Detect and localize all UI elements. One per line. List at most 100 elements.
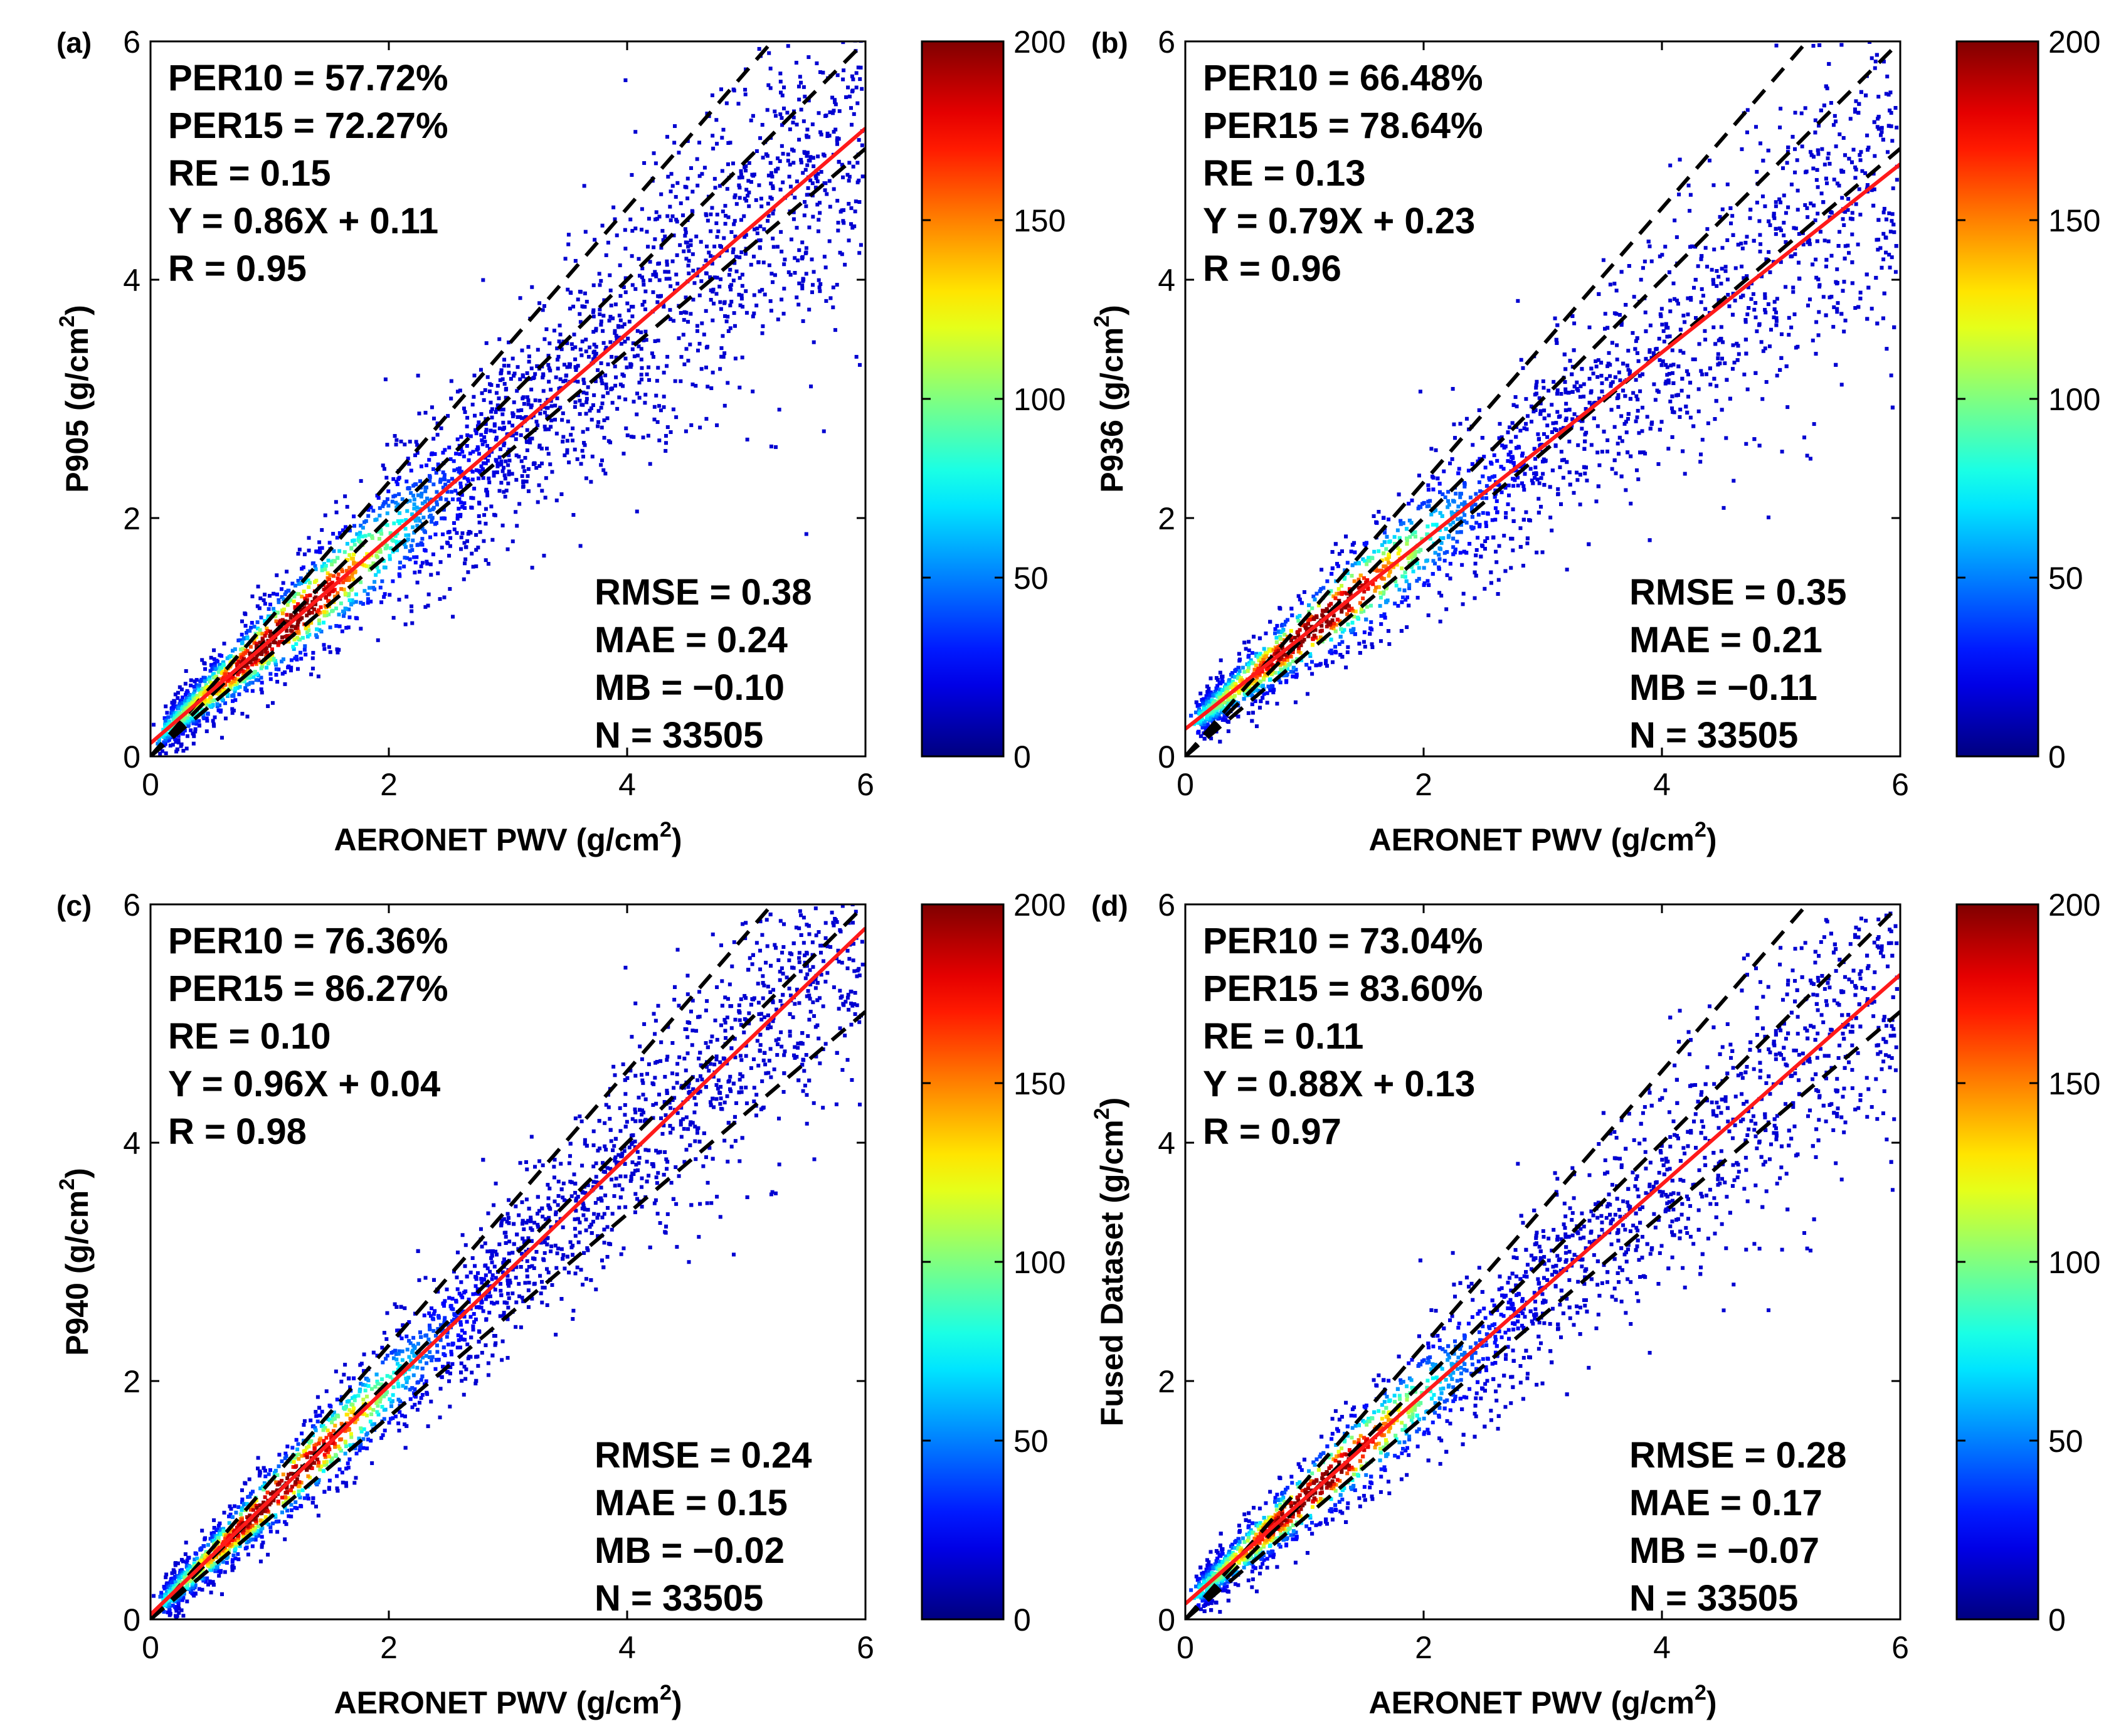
data-point — [1772, 211, 1776, 216]
data-point — [1426, 487, 1431, 492]
data-point — [1881, 316, 1885, 320]
data-point — [1780, 166, 1785, 171]
data-point — [653, 270, 657, 274]
data-point — [715, 213, 719, 217]
data-point — [1890, 219, 1894, 223]
data-point — [420, 537, 425, 541]
data-point — [850, 74, 854, 78]
data-point — [682, 362, 687, 366]
data-point — [216, 670, 221, 674]
data-point — [350, 587, 354, 591]
data-point — [725, 187, 729, 191]
data-point — [696, 267, 701, 272]
data-point — [744, 168, 748, 172]
data-point — [535, 364, 539, 368]
data-point — [1518, 428, 1523, 433]
data-point — [455, 513, 460, 517]
data-point — [1874, 275, 1878, 280]
data-point — [1892, 325, 1896, 329]
data-point — [696, 183, 700, 188]
data-point — [776, 166, 780, 171]
data-point — [411, 494, 416, 498]
data-point — [630, 314, 635, 319]
data-point — [411, 484, 416, 488]
data-point — [274, 672, 278, 677]
data-point — [158, 751, 162, 756]
data-point — [1440, 514, 1444, 518]
data-point — [1585, 479, 1589, 483]
data-point — [275, 592, 279, 596]
data-point — [1511, 548, 1515, 553]
data-point — [529, 405, 533, 410]
data-point — [600, 381, 605, 386]
data-point — [565, 365, 569, 369]
data-point — [1524, 397, 1528, 401]
data-point — [1780, 450, 1784, 454]
data-point — [520, 348, 524, 352]
data-point — [1615, 396, 1619, 401]
data-point — [1745, 235, 1749, 239]
data-point — [394, 438, 399, 442]
data-point — [581, 430, 585, 434]
data-point — [431, 507, 435, 512]
data-point — [1330, 566, 1335, 571]
data-point — [460, 531, 465, 536]
data-point — [347, 615, 352, 620]
data-point — [316, 611, 320, 616]
data-point — [256, 627, 260, 631]
data-point — [1456, 471, 1461, 475]
data-point — [709, 288, 713, 292]
data-point — [1237, 652, 1241, 656]
data-point — [208, 696, 213, 700]
data-point — [184, 669, 188, 673]
data-point — [670, 214, 675, 218]
data-point — [302, 552, 307, 556]
data-point — [1400, 600, 1404, 605]
data-point — [1510, 421, 1515, 425]
data-point — [684, 240, 688, 245]
data-point — [533, 398, 537, 403]
data-point — [1437, 557, 1442, 561]
data-point — [304, 599, 309, 603]
data-point — [1275, 701, 1279, 706]
data-point — [305, 594, 309, 598]
data-point — [1572, 412, 1577, 416]
data-point — [711, 318, 715, 322]
data-point — [1464, 521, 1469, 525]
data-point — [1715, 284, 1719, 288]
data-point — [542, 410, 547, 415]
data-point — [352, 538, 356, 542]
data-point — [255, 653, 259, 657]
scatter-points — [152, 41, 865, 756]
data-point — [1758, 233, 1762, 237]
data-point — [268, 677, 273, 681]
data-point — [317, 546, 322, 551]
data-point — [1340, 549, 1344, 553]
data-point — [1537, 396, 1542, 400]
data-point — [459, 535, 463, 539]
data-point — [581, 378, 586, 382]
data-point — [1889, 373, 1893, 378]
data-point — [404, 533, 408, 537]
data-point — [1841, 217, 1845, 221]
data-point — [495, 384, 500, 388]
data-point — [825, 134, 830, 139]
data-point — [530, 437, 534, 441]
data-point — [1629, 501, 1633, 505]
data-point — [1603, 312, 1607, 316]
data-point — [1369, 620, 1373, 624]
data-point — [1553, 316, 1557, 320]
data-point — [472, 487, 477, 491]
data-point — [1732, 361, 1737, 365]
data-point — [477, 500, 481, 505]
data-point — [788, 184, 793, 189]
data-point — [719, 277, 723, 282]
data-point — [267, 593, 272, 598]
data-point — [689, 166, 694, 171]
data-point — [674, 194, 678, 199]
data-point — [446, 530, 450, 534]
data-point — [213, 715, 217, 719]
data-point — [291, 645, 295, 649]
data-point — [1660, 322, 1664, 327]
data-point — [324, 564, 328, 568]
